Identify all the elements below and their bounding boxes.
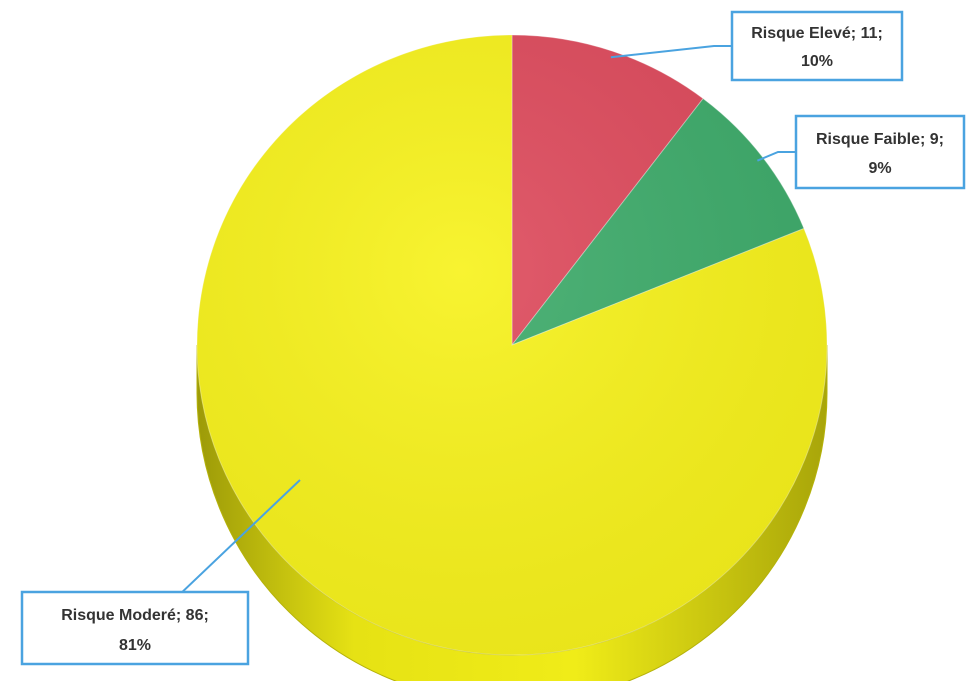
label-box-eleve xyxy=(730,10,904,82)
label-box-modere xyxy=(20,590,250,666)
label-eleve-line1: Risque Elevé; 11; xyxy=(751,25,883,42)
label-modere-line1: Risque Moderé; 86; xyxy=(61,607,209,624)
leader-line-0 xyxy=(610,45,732,59)
label-faible-line1: Risque Faible; 9; xyxy=(816,131,944,148)
label-modere-line2: 81% xyxy=(119,637,151,654)
data-label-risque-faible: Risque Faible; 9; 9% xyxy=(794,114,966,190)
leader-line-1 xyxy=(756,151,796,162)
label-box-faible xyxy=(794,114,966,190)
pie-slices xyxy=(196,34,828,656)
label-eleve-line2: 10% xyxy=(801,53,833,70)
data-label-risque-eleve: Risque Elevé; 11; 10% xyxy=(730,10,904,82)
label-faible-line2: 9% xyxy=(868,160,891,177)
data-label-risque-modere: Risque Moderé; 86; 81% xyxy=(20,590,250,666)
